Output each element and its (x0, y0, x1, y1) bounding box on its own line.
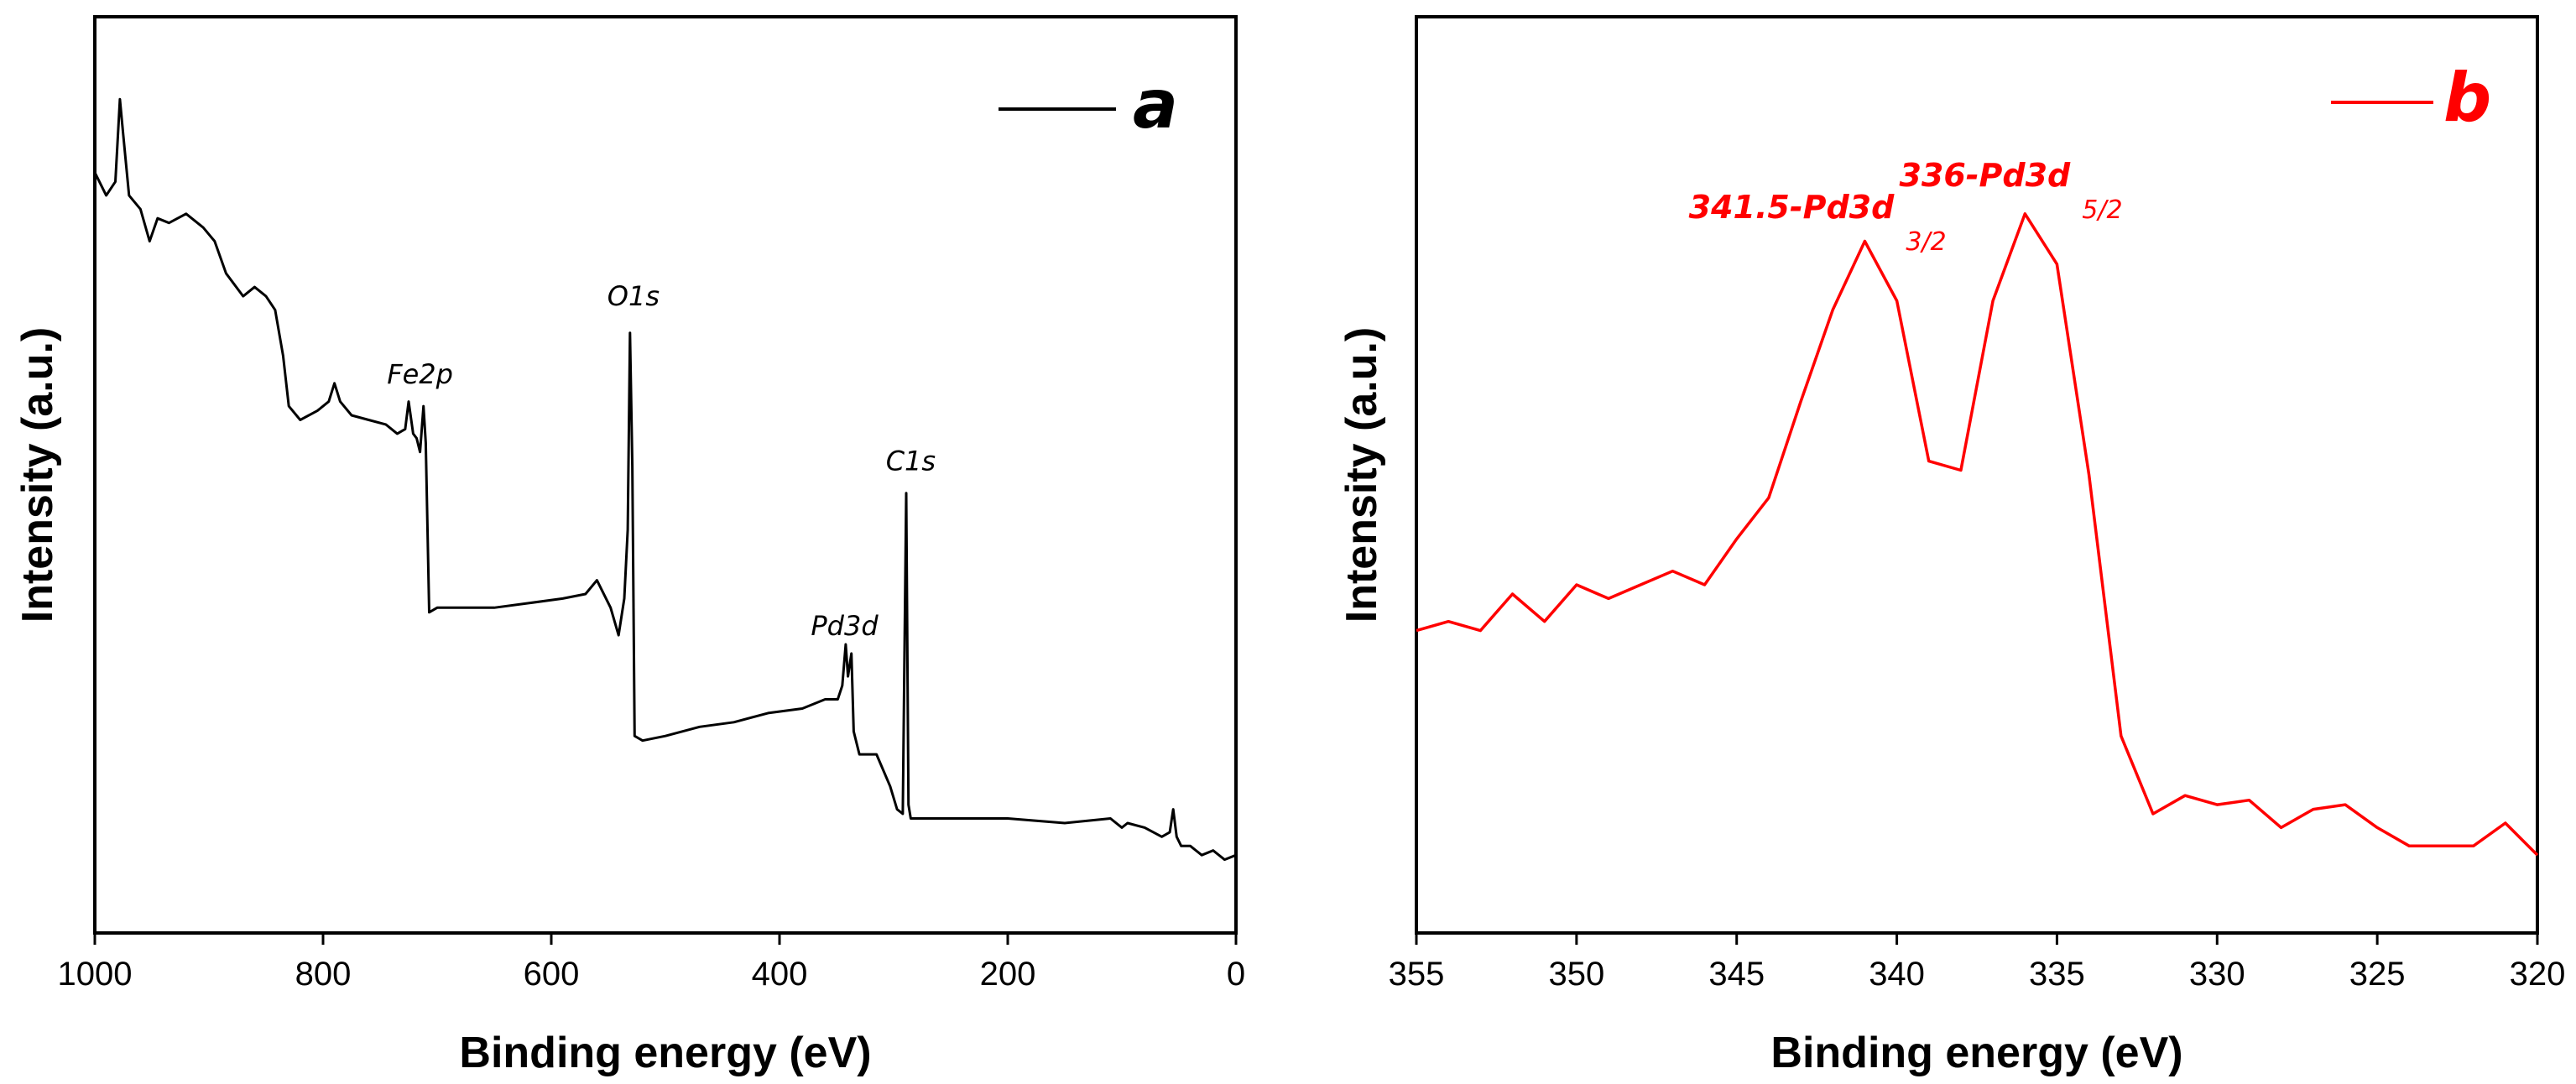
panel-a-x-tick-label: 800 (295, 956, 352, 993)
panel-b-x-tick-label: 330 (2189, 956, 2245, 993)
o1s-peak-label: O1s (607, 280, 660, 312)
panel-b-y-axis-title: Intensity (a.u.) (1338, 327, 1386, 623)
pd3d-peak-label: Pd3d (811, 610, 879, 642)
panel-a-x-tick-label: 1000 (58, 956, 133, 993)
panel-a-legend-label: a (1133, 65, 1178, 143)
panel-b-x-tick-label: 335 (2029, 956, 2085, 993)
pd3d-5-2-peak-label: 336-Pd3d (1899, 157, 2071, 194)
pd3d-3-2-peak-label: 341.5-Pd3d (1689, 189, 1895, 226)
panel-b-x-tick-label: 355 (1389, 956, 1445, 993)
panel-a: 1000 800 600 400 200 0 Binding energy (e… (13, 15, 1246, 1077)
panel-b-ticks (1415, 933, 2539, 945)
panel-b-x-tick-label: 345 (1708, 956, 1765, 993)
panel-b-tick-labels: 355 350 345 340 335 330 325 320 (1389, 956, 2566, 993)
pd3d-3-2-subscript: 3/2 (1906, 227, 1946, 257)
panel-b: 355 350 345 340 335 330 325 320 Binding … (1338, 15, 2566, 1077)
panel-b-x-tick-label: 350 (1548, 956, 1604, 993)
panel-a-x-tick-label: 400 (752, 956, 808, 993)
panel-b-legend-label: b (2443, 59, 2491, 137)
panel-b-x-tick-label: 325 (2349, 956, 2406, 993)
panel-a-tick-labels: 1000 800 600 400 200 0 (58, 956, 1246, 993)
panel-b-x-tick-label: 340 (1869, 956, 1925, 993)
panel-b-x-axis-title: Binding energy (eV) (1770, 1029, 2182, 1077)
panel-a-frame (93, 15, 1238, 935)
panel-b-spectrum-line (1416, 212, 2539, 857)
panel-a-spectrum-line (93, 97, 1237, 862)
panel-b-x-tick-label: 320 (2510, 956, 2566, 993)
panel-a-ticks (93, 933, 1238, 945)
panel-a-x-tick-label: 600 (524, 956, 580, 993)
c1s-peak-label: C1s (886, 446, 936, 477)
panel-a-x-tick-label: 200 (980, 956, 1036, 993)
panel-a-y-axis-title: Intensity (a.u.) (13, 327, 62, 623)
panel-a-x-tick-label: 0 (1227, 956, 1245, 993)
pd3d-5-2-subscript: 5/2 (2082, 195, 2122, 225)
fe2p-peak-label: Fe2p (387, 358, 453, 390)
panel-b-frame (1415, 15, 2539, 935)
panel-a-x-axis-title: Binding energy (eV) (459, 1029, 871, 1077)
